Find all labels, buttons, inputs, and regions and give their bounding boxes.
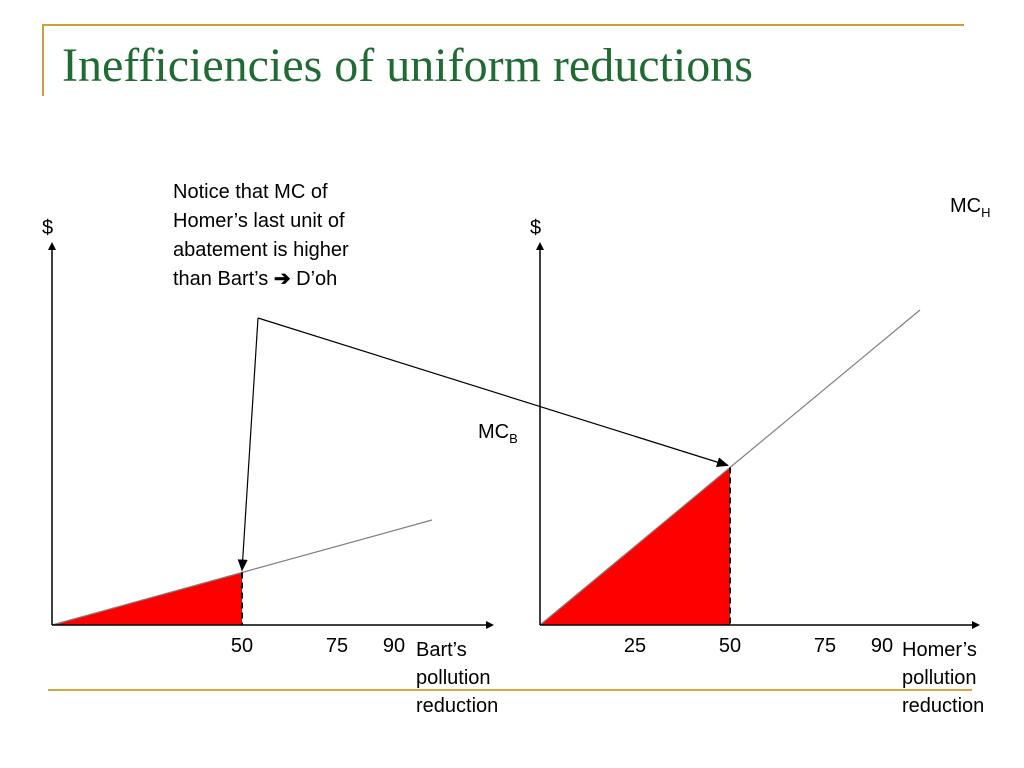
slide-title: Inefficiencies of uniform reductions <box>62 39 753 92</box>
frame-bottom-rule <box>48 689 972 691</box>
frame-top-rule <box>42 24 964 26</box>
homer-x-axis-label-line-1: Homer’s <box>902 639 977 661</box>
right-arrow-icon: ➔ <box>273 268 291 290</box>
homer-x-tick-50: 50 <box>719 635 741 657</box>
annotation-line-1: Notice that MC of <box>173 181 328 203</box>
callout-arrow-homer <box>257 317 729 467</box>
annotation-text: Notice that MC of Homer’s last unit of a… <box>173 178 443 294</box>
homer-y-axis-label: $ <box>530 217 541 239</box>
bart-x-tick-50: 50 <box>231 635 253 657</box>
bart-series-label: MCB <box>478 421 518 446</box>
annotation-line-4: than Bart’s ➔ D’oh <box>173 265 443 294</box>
annotation-line-2: Homer’s last unit of <box>173 210 345 232</box>
bart-x-axis-label-line-1: Bart’s <box>416 639 467 661</box>
homer-x-tick-90: 90 <box>871 635 893 657</box>
bart-x-tick-90: 90 <box>383 635 405 657</box>
homer-series-label: MCH <box>950 195 991 220</box>
annotation-line-3: abatement is higher <box>173 239 349 261</box>
frame-left-rule <box>42 24 44 96</box>
bart-x-axis-label-line-3: reduction <box>416 695 498 717</box>
annotation-line-4-text: than Bart’s <box>173 268 269 290</box>
annotation-tail: D’oh <box>290 268 338 290</box>
callout-arrow-bart <box>237 317 259 572</box>
bart-x-axis-label-line-2: pollution <box>416 667 491 689</box>
homer-x-tick-75: 75 <box>814 635 836 657</box>
bart-y-axis-label: $ <box>42 217 53 239</box>
homer-x-tick-25: 25 <box>624 635 646 657</box>
bart-x-tick-75: 75 <box>326 635 348 657</box>
homer-x-axis-label-line-2: pollution <box>902 667 977 689</box>
homer-x-axis-label-line-3: reduction <box>902 695 984 717</box>
